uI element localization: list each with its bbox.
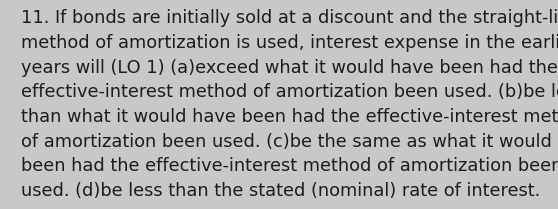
Text: used. (d)be less than the stated (nominal) rate of interest.: used. (d)be less than the stated (nomina… xyxy=(21,182,541,200)
Text: years will (LO 1) (a)exceed what it would have been had the: years will (LO 1) (a)exceed what it woul… xyxy=(21,59,558,77)
Text: effective-interest method of amortization been used. (b)be less: effective-interest method of amortizatio… xyxy=(21,83,558,101)
Text: been had the effective-interest method of amortization been: been had the effective-interest method o… xyxy=(21,157,558,175)
Text: method of amortization is used, interest expense in the earlier: method of amortization is used, interest… xyxy=(21,34,558,52)
Text: than what it would have been had the effective-interest method: than what it would have been had the eff… xyxy=(21,108,558,126)
Text: of amortization been used. (c)be the same as what it would have: of amortization been used. (c)be the sam… xyxy=(21,133,558,151)
Text: 11. If bonds are initially sold at a discount and the straight-line: 11. If bonds are initially sold at a dis… xyxy=(21,9,558,27)
